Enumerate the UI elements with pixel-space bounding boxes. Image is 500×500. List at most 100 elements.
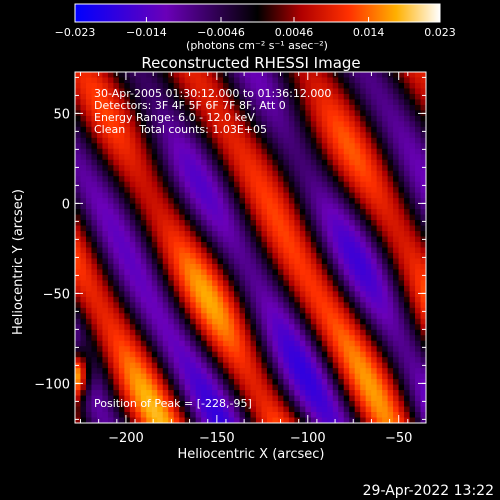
- heatmap-cell: [338, 104, 345, 111]
- heatmap-cell: [299, 406, 306, 413]
- heatmap-cell: [376, 401, 383, 407]
- heatmap-cell: [393, 242, 399, 248]
- heatmap-cell: [310, 236, 317, 243]
- colorbar-ticks: −0.023 −0.014 −0.0046 0.0046 0.014 0.023: [55, 17, 456, 39]
- heatmap-cell: [228, 192, 235, 199]
- heatmap-cell: [168, 137, 175, 144]
- heatmap-cell: [288, 368, 295, 375]
- heatmap-cell: [91, 93, 98, 100]
- heatmap-cell: [80, 252, 87, 259]
- heatmap-cell: [135, 115, 142, 122]
- heatmap-cell: [245, 291, 251, 298]
- heatmap-cell: [118, 318, 125, 325]
- heatmap-cell: [382, 110, 389, 117]
- heatmap-cell: [316, 401, 323, 407]
- heatmap-cell: [107, 280, 114, 287]
- heatmap-cell: [234, 335, 240, 342]
- heatmap-cell: [398, 390, 405, 396]
- heatmap-cell: [360, 231, 367, 237]
- heatmap-cell: [206, 132, 213, 139]
- heatmap-cell: [190, 302, 197, 309]
- heatmap-cell: [277, 318, 284, 325]
- heatmap-cell: [113, 137, 120, 144]
- heatmap-cell: [349, 346, 356, 353]
- heatmap-cell: [255, 165, 262, 172]
- heatmap-cell: [212, 269, 218, 276]
- heatmap-cell: [234, 137, 240, 144]
- heatmap-cell: [234, 247, 240, 254]
- heatmap-cell: [365, 170, 372, 177]
- heatmap-cell: [393, 406, 399, 413]
- heatmap-cell: [415, 346, 421, 353]
- heatmap-cell: [162, 357, 169, 364]
- heatmap-cell: [217, 72, 224, 78]
- heatmap-cell: [415, 307, 421, 314]
- heatmap-cell: [327, 351, 334, 358]
- chart-title: Reconstructed RHESSI Image: [141, 54, 360, 72]
- heatmap-cell: [129, 307, 136, 314]
- heatmap-cell: [96, 176, 103, 183]
- heatmap-cell: [360, 252, 367, 259]
- heatmap-cell: [365, 192, 372, 199]
- colorbar-tick-label: 0.0046: [275, 26, 314, 39]
- heatmap-cell: [75, 247, 81, 254]
- heatmap-cell: [277, 203, 284, 210]
- heatmap-cell: [179, 132, 186, 139]
- heatmap-cell: [371, 291, 378, 298]
- heatmap-cell: [349, 335, 356, 342]
- heatmap-cell: [173, 252, 180, 259]
- heatmap-cell: [316, 192, 323, 199]
- heatmap-cell: [173, 368, 180, 375]
- annotation-energy: Energy Range: 6.0 - 12.0 keV: [94, 111, 255, 124]
- heatmap-cell: [288, 324, 295, 331]
- heatmap-cell: [124, 231, 131, 237]
- heatmap-cell: [195, 324, 202, 331]
- heatmap-cell: [212, 291, 218, 298]
- heatmap-cell: [349, 318, 356, 325]
- heatmap-cell: [305, 181, 312, 188]
- heatmap-cell: [85, 99, 92, 106]
- heatmap-cell: [294, 121, 301, 128]
- heatmap-cell: [75, 154, 81, 161]
- heatmap-cell: [201, 280, 208, 287]
- heatmap-cell: [80, 137, 87, 144]
- heatmap-cell: [239, 412, 246, 418]
- heatmap-cell: [75, 401, 81, 407]
- heatmap-cell: [415, 143, 421, 150]
- heatmap-cell: [113, 329, 120, 336]
- heatmap-cell: [305, 220, 312, 226]
- heatmap-cell: [371, 93, 378, 100]
- heatmap-cell: [343, 395, 350, 402]
- heatmap-cell: [173, 307, 180, 314]
- heatmap-cell: [223, 121, 229, 128]
- heatmap-cell: [398, 263, 405, 270]
- heatmap-cell: [162, 99, 169, 106]
- heatmap-cell: [107, 121, 114, 128]
- heatmap-cell: [310, 242, 317, 248]
- heatmap-cell: [118, 346, 125, 353]
- heatmap-cell: [146, 99, 153, 106]
- heatmap-cell: [173, 263, 180, 270]
- heatmap-cell: [294, 252, 301, 259]
- heatmap-cell: [393, 263, 399, 270]
- heatmap-cell: [80, 231, 87, 237]
- heatmap-cell: [299, 203, 306, 210]
- heatmap-cell: [261, 192, 268, 199]
- heatmap-cell: [404, 307, 410, 314]
- heatmap-cell: [415, 236, 421, 243]
- heatmap-cell: [206, 412, 213, 418]
- heatmap-cell: [327, 99, 334, 106]
- heatmap-cell: [140, 368, 147, 375]
- heatmap-cell: [234, 324, 240, 331]
- heatmap-cell: [294, 170, 301, 177]
- heatmap-cell: [75, 176, 81, 183]
- heatmap-cell: [349, 395, 356, 402]
- heatmap-cell: [234, 159, 240, 166]
- heatmap-cell: [85, 154, 92, 161]
- heatmap-cell: [415, 351, 421, 358]
- heatmap-cell: [327, 192, 334, 199]
- heatmap-cell: [217, 324, 224, 331]
- heatmap-cell: [212, 390, 218, 396]
- heatmap-cell: [327, 143, 334, 150]
- heatmap-cell: [305, 357, 312, 364]
